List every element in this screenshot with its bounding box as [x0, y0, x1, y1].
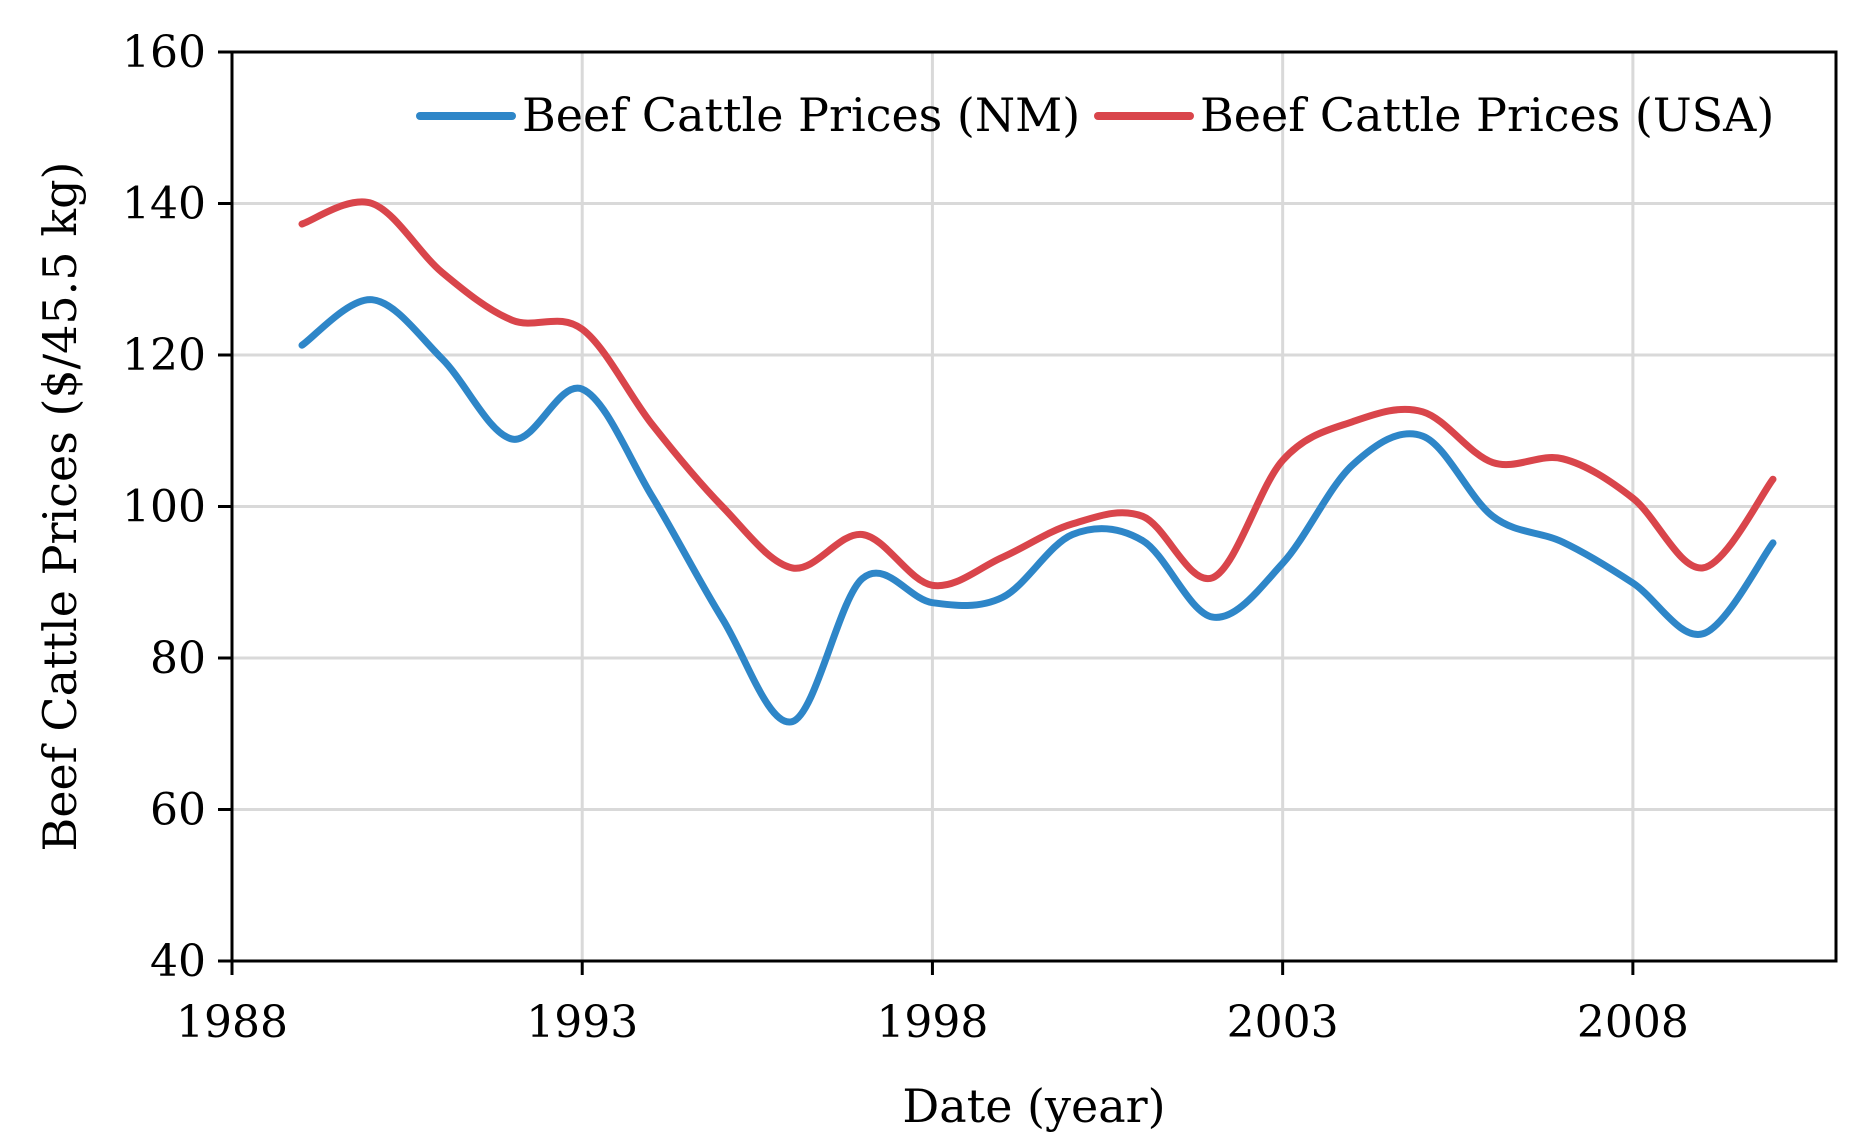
x-tick-label: 2003: [1227, 997, 1339, 1048]
series: [298, 198, 1777, 726]
y-tick-label: 60: [150, 785, 206, 836]
axes: 40 60 80 100 120 140 160 1988 1993 1998 2003 2008: [122, 27, 1838, 1048]
y-tick-label: 140: [122, 179, 206, 230]
grid: [232, 50, 1836, 961]
y-tick-label: 40: [150, 936, 206, 987]
series-line-usa: [298, 198, 1777, 590]
legend-label: Beef Cattle Prices (NM): [522, 88, 1080, 142]
x-tick-label: 1998: [876, 997, 988, 1048]
legend-item-nm: Beef Cattle Prices (NM): [416, 88, 1080, 142]
y-axis-title: Beef Cattle Prices ($/45.5 kg): [33, 162, 87, 852]
series-line-nm: [298, 296, 1777, 726]
y-tick-label: 160: [122, 27, 206, 78]
y-tick-label: 120: [122, 330, 206, 381]
y-tick-label: 80: [150, 633, 206, 684]
x-tick-label: 1988: [176, 997, 288, 1048]
legend: Beef Cattle Prices (NM) Beef Cattle Price…: [416, 88, 1774, 142]
y-tick-label: 100: [122, 482, 206, 533]
x-tick-label: 2008: [1577, 997, 1689, 1048]
x-tick-label: 1993: [526, 997, 638, 1048]
x-axis-title: Date (year): [902, 1079, 1165, 1133]
legend-label: Beef Cattle Prices (USA): [1200, 88, 1774, 142]
legend-item-usa: Beef Cattle Prices (USA): [1094, 88, 1774, 142]
